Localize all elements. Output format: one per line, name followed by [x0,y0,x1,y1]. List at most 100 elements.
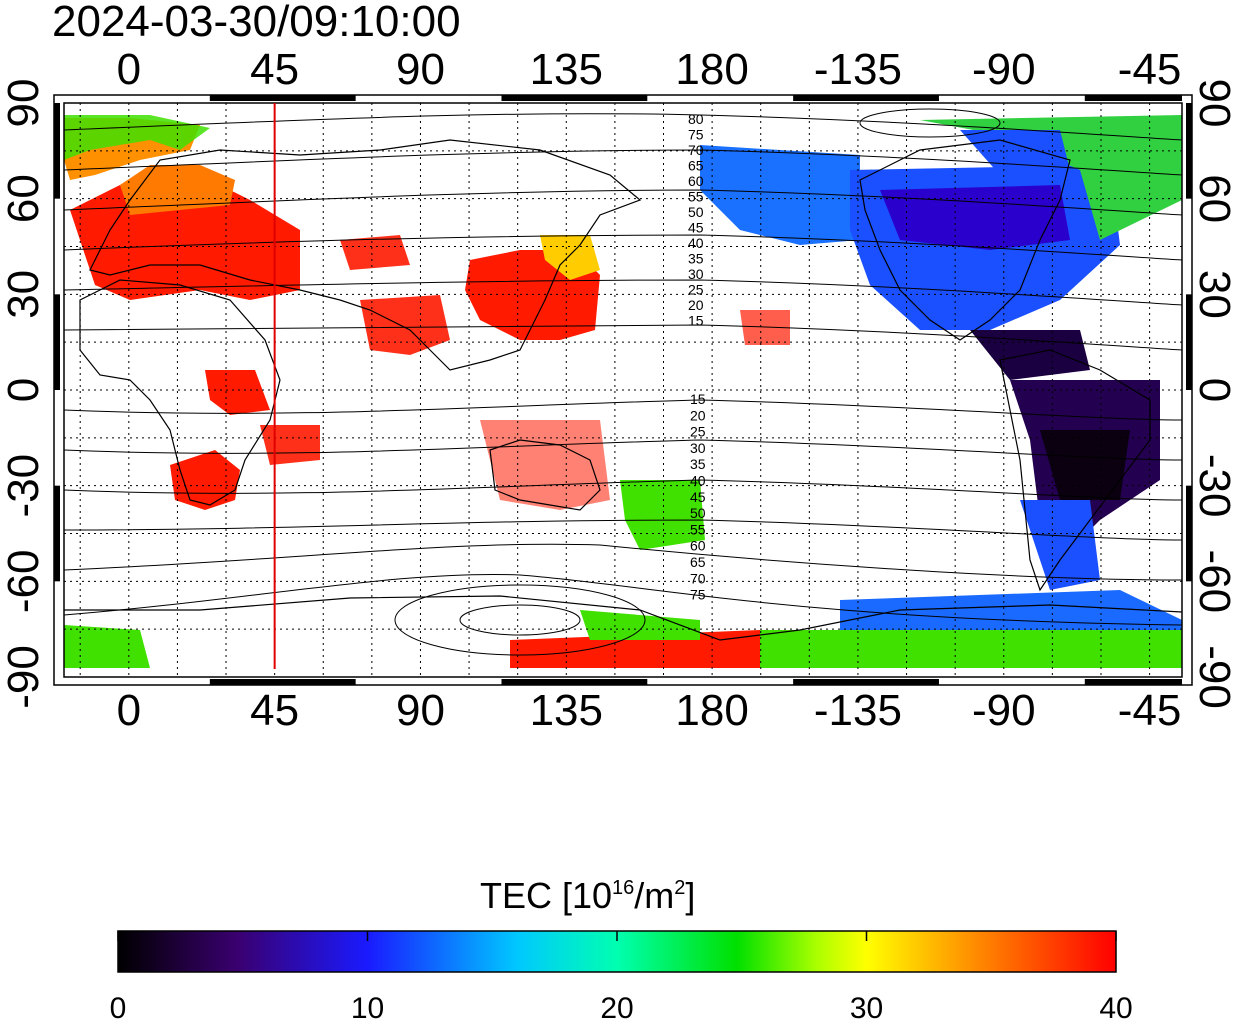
contour-south [64,439,1182,461]
border-bar-bottom [209,679,356,685]
contour-label: 60 [688,173,704,189]
contour-label: 50 [690,505,706,521]
contour-label: 75 [688,127,704,143]
contour-label: 45 [688,220,704,236]
lat-tick-label: 30 [1190,270,1235,319]
border-bar-bottom [1084,679,1182,685]
lon-tick-label: 0 [117,45,141,94]
contour-label: 50 [688,204,704,220]
lon-tick-label: 45 [250,45,299,94]
contour-south [64,573,1182,626]
colorbar-title-prefix: TEC [10 [480,875,612,916]
colorbar-tick-label: 20 [600,992,633,1021]
contour-south [64,543,1182,581]
tec-data-layer [64,115,1182,668]
border-bar-top [209,95,356,101]
map-border-bars [54,95,1192,685]
tec-region-australia [480,420,610,510]
tec-region-central-asia [340,235,410,270]
contour-north [64,279,1182,306]
border-bar-top [793,95,939,101]
lon-tick-labels-bottom: 0 45 90 135 180 -135 -90 -45 [117,686,1182,735]
contour-label: 70 [690,570,706,586]
border-bar-right [1186,103,1192,199]
border-bar-left [54,485,60,582]
contour-south [64,479,1182,501]
colorbar-tick-label: 40 [1099,992,1132,1021]
lon-tick-label: -135 [814,686,902,735]
tec-region-south-africa [170,450,240,510]
lon-tick-label: 0 [117,686,141,735]
contour-south-pole [459,604,581,636]
tec-region-antarctic-green-1 [580,610,700,640]
lat-tick-label: 90 [1190,79,1235,128]
contour-label: 55 [690,521,706,537]
tec-region-antarctic-red [510,630,780,668]
contour-south-pole [394,584,646,656]
lon-tick-label: 90 [396,686,445,735]
colorbar-title-exp2: 2 [674,877,685,899]
contour-north [64,149,1182,176]
contour-label: 55 [688,189,704,205]
tec-region-south-america-dark [1040,430,1130,500]
lon-tick-label: -45 [1118,686,1182,735]
magnetic-contours [64,108,1182,656]
border-bar-bottom [793,679,939,685]
tec-region-north-pacific [700,145,860,245]
lat-tick-label: -90 [1190,645,1235,709]
tec-region-arctic-america [920,115,1182,240]
lon-tick-label: -45 [1118,45,1182,94]
contour-label: 65 [688,158,704,174]
tec-region-new-zealand [620,480,705,550]
lon-tick-label: 45 [250,686,299,735]
lat-tick-label: -30 [0,454,48,518]
tec-region-middle-east [360,295,450,355]
tec-region-scandinavia [120,165,235,215]
lat-tick-label: -60 [0,550,48,614]
lon-tick-label: -90 [972,686,1036,735]
tec-region-canada-dark [880,185,1070,250]
contour-label: 75 [690,587,706,603]
contour-label: 40 [690,473,706,489]
coastline-australia [489,439,601,511]
contour-label: 70 [688,142,704,158]
tec-region-south-west [64,625,150,668]
tec-region-japan [540,235,600,280]
contour-labels: 8075706560555045403530252015152025303540… [688,111,706,603]
lon-tick-label: 180 [675,686,748,735]
tec-region-patagonia [1020,500,1100,590]
contour-label: 65 [690,554,706,570]
border-bar-top [1084,95,1182,101]
tec-region-madagascar [260,425,320,465]
lat-tick-label: 90 [0,79,48,128]
tec-region-antarctic-blue [840,590,1182,640]
contour-label: 20 [688,297,704,313]
contour-south [64,519,1182,541]
contour-label: 35 [690,456,706,472]
colorbar-title-suffix: ] [685,875,695,916]
contour-label: 30 [688,266,704,282]
lat-tick-label: 30 [0,270,48,319]
lat-tick-label: 0 [0,378,48,402]
border-bar-right [1186,485,1192,582]
contour-label: 25 [690,424,706,440]
lon-tick-labels-top: 0 45 90 135 180 -135 -90 -45 [117,45,1182,94]
lat-tick-label: -90 [0,645,48,709]
colorbar-tick-label: 30 [850,992,883,1021]
lon-tick-label: 135 [530,686,603,735]
tec-region-arctic-green [64,115,210,160]
contour-north [64,189,1182,216]
colorbar-ticks: 0 10 20 30 40 [110,931,1133,1021]
contour-north [64,113,1182,141]
contour-label: 45 [690,489,706,505]
lon-tick-label: 135 [530,45,603,94]
coastline-north-america [859,139,1071,341]
contour-label: 40 [688,235,704,251]
border-bar-right [1186,294,1192,390]
colorbar-tick-label: 10 [351,992,384,1021]
contour-north-pole [859,108,1001,138]
colorbar-tick-label: 0 [110,992,127,1021]
contour-south [64,399,1182,421]
lon-tick-label: 90 [396,45,445,94]
